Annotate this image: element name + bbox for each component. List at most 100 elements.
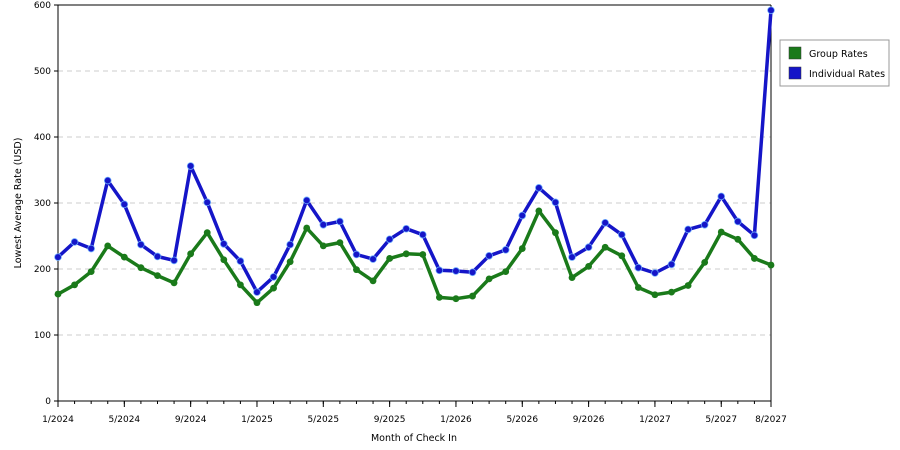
data-point-group-rates [104,242,112,250]
x-tick-label: 5/2027 [705,415,737,425]
data-point-group-rates [336,239,344,247]
data-point-individual-rates [336,217,344,226]
data-point-group-rates [601,243,609,251]
data-point-group-rates [651,291,659,299]
legend-swatch-group-rates [788,46,802,60]
y-tick-label: 600 [34,1,51,11]
data-point-group-rates [270,284,277,292]
data-point-individual-rates [352,250,361,259]
data-point-group-rates [170,279,178,287]
x-tick-label: 5/2026 [506,415,538,425]
data-point-individual-rates [369,255,377,263]
data-point-group-rates [236,281,244,289]
data-point-individual-rates [236,257,245,265]
data-point-individual-rates [468,268,477,277]
data-point-group-rates [71,281,78,289]
data-point-individual-rates [418,230,427,239]
data-point-individual-rates [700,220,709,229]
data-point-individual-rates [667,260,676,269]
legend-label-group-rates: Group Rates [809,49,868,60]
data-point-group-rates [568,274,576,281]
data-point-individual-rates [485,252,493,260]
data-point-individual-rates [551,198,560,207]
x-axis-title: Month of Check In [371,433,457,444]
data-point-group-rates [734,235,742,243]
data-point-individual-rates [568,253,576,261]
data-point-individual-rates [286,240,294,249]
data-point-group-rates [452,295,460,303]
legend-swatch-individual-rates [788,66,802,80]
x-tick-label: 1/2025 [241,415,273,425]
data-point-group-rates [87,268,95,276]
data-point-group-rates [303,224,311,232]
x-tick-label: 1/2024 [42,415,74,425]
data-point-individual-rates [518,211,527,220]
data-point-individual-rates [253,288,261,296]
gridlines [58,70,771,336]
data-point-group-rates [137,264,145,272]
y-tick-label: 100 [34,331,51,341]
data-point-individual-rates [501,246,510,254]
data-point-group-rates [187,250,195,258]
data-point-group-rates [485,275,493,283]
data-point-group-rates [751,255,758,262]
series [54,6,775,307]
data-point-group-rates [585,262,593,270]
data-point-individual-rates [54,253,62,261]
data-point-group-rates [54,290,62,298]
data-point-individual-rates [203,198,212,207]
data-point-individual-rates [767,6,775,15]
series-line-individual-rates [56,8,773,294]
x-tick-label: 5/2025 [307,415,339,425]
x-tick-label: 1/2027 [639,415,671,425]
data-point-individual-rates [302,196,311,205]
data-point-group-rates [469,292,476,300]
data-point-individual-rates [452,267,460,275]
data-point-group-rates [419,251,427,258]
data-point-group-rates [369,277,377,285]
data-point-group-rates [701,259,709,266]
y-tick-label: 200 [34,265,51,275]
data-point-group-rates [402,250,410,258]
y-tick-label: 400 [34,133,51,143]
data-point-group-rates [668,288,675,296]
series-group-rates [54,207,775,307]
data-point-individual-rates [87,244,95,253]
data-point-individual-rates [435,266,444,275]
data-point-group-rates [634,284,642,291]
data-point-group-rates [684,282,692,289]
data-point-individual-rates [617,230,626,239]
data-point-group-rates [120,253,128,261]
data-point-individual-rates [651,269,659,277]
data-point-individual-rates [535,184,543,192]
data-point-individual-rates [684,225,692,234]
data-point-group-rates [319,242,327,250]
data-point-individual-rates [220,240,228,248]
x-tick-label: 9/2025 [374,415,406,425]
x-tick-label: 9/2026 [573,415,605,425]
data-point-individual-rates [103,176,112,185]
data-point-individual-rates [634,263,643,272]
data-point-group-rates [717,228,725,236]
series-individual-rates [54,6,775,296]
y-ticks: 0 100 200 300 400 500 600 [34,1,58,407]
data-point-group-rates [353,266,360,274]
data-point-group-rates [618,252,626,260]
data-point-individual-rates [734,217,742,226]
y-tick-label: 500 [34,67,51,77]
data-point-individual-rates [120,200,129,209]
data-point-group-rates [154,272,161,279]
data-point-group-rates [203,229,211,237]
y-tick-label: 300 [34,199,51,209]
data-point-individual-rates [319,220,328,229]
data-point-individual-rates [717,192,726,201]
y-axis-title: Lowest Average Rate (USD) [13,138,24,269]
data-point-group-rates [286,258,294,266]
x-tick-label: 9/2024 [175,415,207,425]
data-point-individual-rates [750,231,759,240]
data-point-individual-rates [186,162,195,170]
data-point-group-rates [253,299,261,307]
legend: Group Rates Individual Rates [779,39,890,87]
